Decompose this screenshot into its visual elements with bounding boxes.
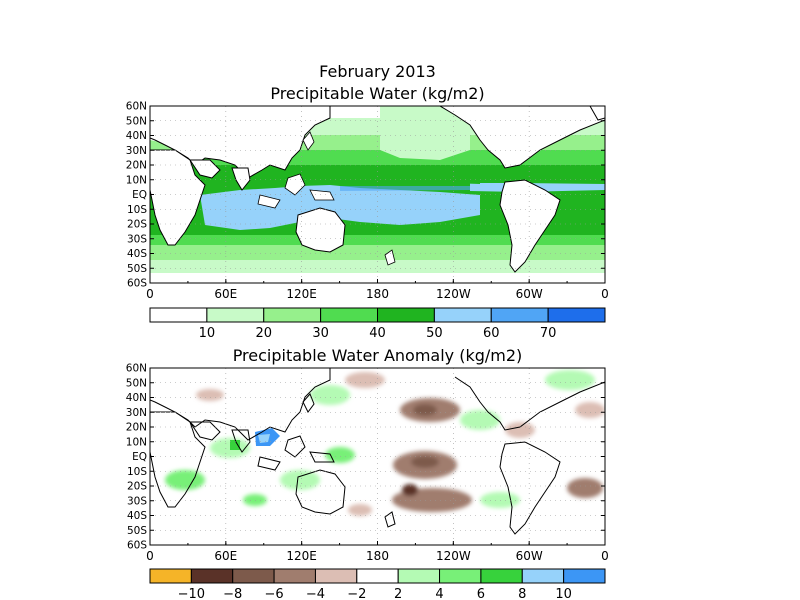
lat-tick-label: 30N [126,145,147,157]
colorbar-label: 2 [394,587,402,600]
lat-tick-label: 10S [127,466,147,478]
colorbar-swatch [314,568,358,584]
colorbar-label: 60 [483,326,500,341]
colorbar-swatch [480,568,523,584]
lat-tick-label: 40N [126,130,147,142]
lat-tick-label: 30N [126,407,147,419]
colorbar-label: −6 [265,587,284,600]
colorbar-swatch [433,307,492,323]
colorbar-swatch [490,307,549,323]
lat-tick-label: 30S [127,495,147,507]
lat-tick-label: 60N [126,363,147,375]
lat-tick-label: 10N [126,174,147,186]
lon-tick-label: 60W [516,549,543,563]
colorbar-swatch [397,568,441,584]
lon-tick-label: 60E [214,549,237,563]
precipitable-water-map [149,105,606,284]
colorbar-label: 40 [369,326,386,341]
colorbar-label: 10 [199,326,216,341]
colorbar-swatch [263,307,322,323]
lon-tick-label: 0 [601,287,609,301]
lat-tick-label: 50S [127,525,147,537]
lat-tick-label: EQ [132,451,147,463]
colorbar-label: 20 [255,326,272,341]
lon-tick-label: 0 [601,549,609,563]
lon-tick-label: 180 [366,287,389,301]
lat-tick-label: 60S [127,278,147,290]
colorbar-swatch [149,568,192,584]
lon-tick-label: 120W [436,549,471,563]
lon-tick-label: 120E [286,549,317,563]
colorbar-label: 50 [426,326,443,341]
lat-tick-label: 50N [126,115,147,127]
colorbar-label: −8 [223,587,242,600]
lon-tick-label: 60W [516,287,543,301]
colorbar-label: 30 [312,326,329,341]
lat-tick-label: 40S [127,248,147,260]
lat-tick-label: 20N [126,422,147,434]
colorbar-label: 10 [555,587,572,600]
figure-title: February 2013 [319,62,436,81]
precipitable-water-colorbar: 10 20 30 40 50 60 70 [149,307,606,341]
colorbar-swatch [190,568,234,584]
colorbar-swatch [547,307,606,323]
lat-tick-label: 60S [127,540,147,552]
lon-tick-label: 120E [286,287,317,301]
lat-tick-label: EQ [132,189,147,201]
lat-tick-label: 10N [126,436,147,448]
colorbar-swatch [377,307,435,323]
colorbar-label: −2 [347,587,366,600]
colorbar-swatch [206,307,265,323]
lat-tick-label: 20S [127,219,147,231]
lon-tick-label: 180 [366,549,389,563]
colorbar-swatch [273,568,316,584]
colorbar-swatch [521,568,565,584]
colorbar-label: 6 [477,587,485,600]
colorbar-label: 70 [540,326,557,341]
anomaly-colorbar: −10 −8 −6 −4 −2 2 4 6 8 10 [149,568,606,600]
lat-tick-label: 40S [127,510,147,522]
lat-tick-label: 30S [127,233,147,245]
lon-tick-label: 120W [436,287,471,301]
lat-tick-label: 50N [126,377,147,389]
colorbar-label: 4 [435,587,443,600]
continents-outline-top [150,106,605,273]
colorbar-label: −4 [306,587,325,600]
lon-tick-label: 60E [214,287,237,301]
lat-tick-label: 60N [126,101,147,113]
colorbar-label: 8 [518,587,526,600]
lon-tick-label: 0 [146,549,154,563]
colorbar-swatch [320,307,378,323]
anomaly-panel-title: Precipitable Water Anomaly (kg/m2) [232,346,523,365]
precipitable-water-anomaly-map [149,367,606,546]
pw-panel-title: Precipitable Water (kg/m2) [270,84,485,103]
colorbar-swatch [149,307,208,323]
lat-tick-label: 20S [127,481,147,493]
colorbar-label: −10 [178,587,205,600]
lon-tick-label: 0 [146,287,154,301]
lat-tick-label: 20N [126,160,147,172]
colorbar-swatch [439,568,482,584]
continents-outline-bottom [150,368,605,535]
colorbar-swatch [232,568,275,584]
lat-tick-label: 50S [127,263,147,275]
colorbar-swatch [356,568,399,584]
lat-tick-label: 40N [126,392,147,404]
lat-tick-label: 10S [127,204,147,216]
colorbar-swatch [563,568,606,584]
